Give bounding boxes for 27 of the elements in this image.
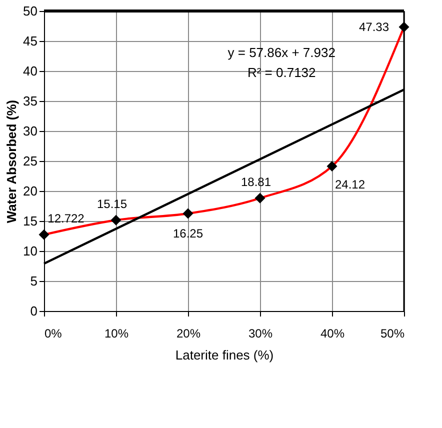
- x-tick-label: 30%: [248, 326, 273, 340]
- data-label: 16.25: [172, 226, 204, 240]
- y-tick-label: 40: [23, 64, 38, 78]
- annotation: R² = 0.7132: [247, 65, 316, 80]
- y-tick-label: 50: [23, 4, 38, 18]
- x-tick-label: 20%: [176, 326, 201, 340]
- annotation: y = 57.86x + 7.932: [228, 45, 336, 60]
- y-tick-label: 5: [30, 274, 38, 288]
- data-label: 24.12: [334, 177, 366, 192]
- x-axis-title: Laterite fines (%): [175, 348, 274, 362]
- x-tick-label: 50%: [380, 326, 405, 340]
- data-label: 18.81: [240, 175, 272, 190]
- data-label: 12.722: [48, 212, 85, 226]
- y-tick-label: 35: [23, 94, 38, 108]
- data-label: 15.15: [96, 197, 128, 212]
- y-tick-label: 25: [23, 154, 38, 168]
- data-label: 47.33: [358, 20, 390, 34]
- y-tick-label: 30: [23, 124, 38, 138]
- y-tick-label: 0: [30, 304, 38, 318]
- x-tick-label: 40%: [320, 326, 345, 340]
- y-tick-label: 20: [23, 184, 38, 198]
- y-tick-label: 15: [23, 214, 38, 228]
- y-tick-label: 10: [23, 244, 38, 258]
- x-tick-label: 10%: [104, 326, 129, 340]
- y-tick-label: 45: [23, 34, 38, 48]
- x-tick-label: 0%: [44, 326, 62, 340]
- y-axis-title: Water Absorbed (%): [4, 100, 20, 224]
